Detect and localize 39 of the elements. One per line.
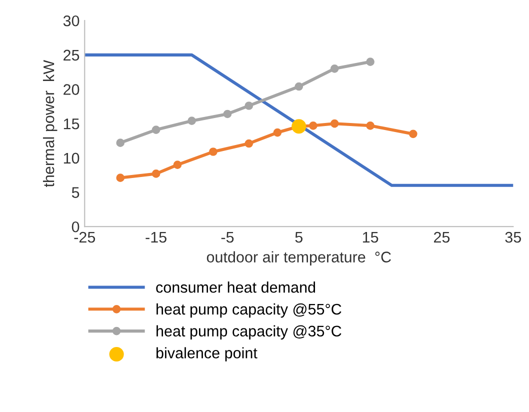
point bbox=[173, 160, 182, 169]
point bbox=[188, 116, 196, 126]
point bbox=[309, 121, 318, 130]
point bbox=[223, 110, 232, 118]
x-tick-label: 35 bbox=[505, 232, 521, 243]
point bbox=[292, 119, 306, 134]
y-tick-label: 5 bbox=[72, 187, 80, 198]
x-tick-label: 15 bbox=[362, 232, 378, 243]
point bbox=[273, 128, 282, 137]
point bbox=[294, 82, 304, 91]
x-tick-label: -25 bbox=[74, 232, 96, 243]
y-axis-title: thermal power kW bbox=[42, 60, 58, 188]
point bbox=[244, 102, 254, 110]
legend-label: bivalence point bbox=[156, 347, 258, 362]
legend-label: consumer heat demand bbox=[156, 282, 316, 293]
x-tick-label: 25 bbox=[434, 232, 450, 243]
point bbox=[152, 126, 160, 134]
legend-label: heat pump capacity @55°C bbox=[156, 303, 342, 318]
point bbox=[116, 174, 125, 182]
y-tick-label: 10 bbox=[64, 152, 80, 164]
point bbox=[366, 58, 374, 66]
x-tick-label: -5 bbox=[221, 232, 234, 243]
legend-label: heat pump capacity @35°C bbox=[156, 325, 342, 340]
y-tick-label: 25 bbox=[64, 50, 80, 61]
y-tick-label: 20 bbox=[64, 84, 80, 95]
point bbox=[152, 170, 160, 178]
point bbox=[366, 121, 374, 130]
point bbox=[330, 119, 339, 128]
y-tick-label: 15 bbox=[64, 118, 80, 130]
point bbox=[408, 130, 418, 138]
x-tick-label: 5 bbox=[295, 232, 302, 243]
y-tick-label: 30 bbox=[63, 15, 80, 26]
point bbox=[244, 139, 254, 148]
point bbox=[116, 138, 125, 147]
point bbox=[330, 64, 339, 73]
point bbox=[209, 148, 218, 156]
x-axis-title: outdoor air temperature °C bbox=[206, 251, 391, 266]
x-tick-label: -15 bbox=[146, 232, 166, 243]
y-tick-label: 0 bbox=[72, 221, 80, 232]
